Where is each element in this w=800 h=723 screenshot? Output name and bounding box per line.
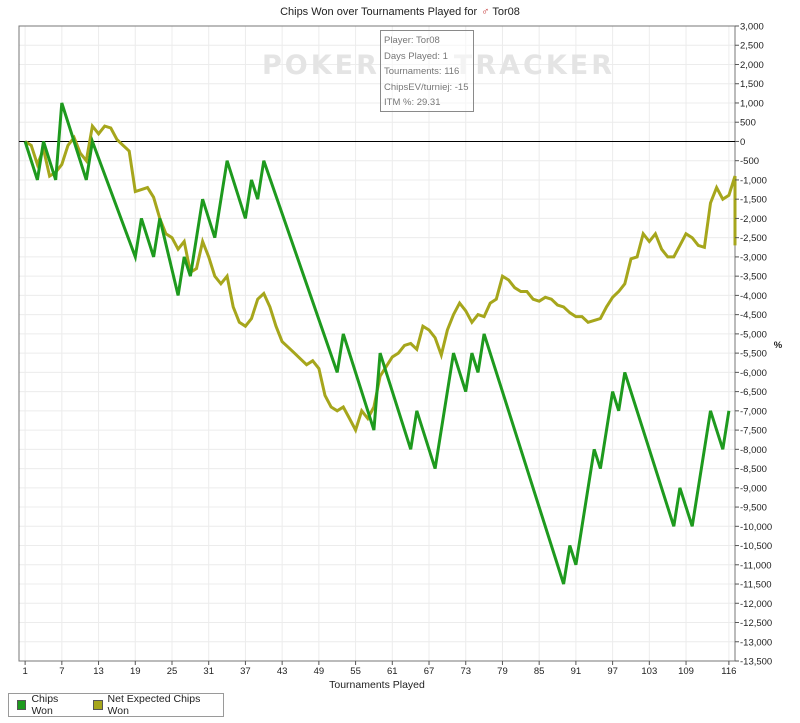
y-tick-label: -2,500 — [740, 233, 767, 244]
x-tick-label: 55 — [350, 666, 361, 677]
x-tick-label: 73 — [460, 666, 471, 677]
y-tick-label: 1,000 — [740, 98, 764, 109]
y-tick-label: -6,000 — [740, 368, 767, 379]
legend-swatch-chips-won — [17, 700, 27, 710]
x-tick-label: 109 — [678, 666, 694, 677]
y-tick-label: -12,500 — [740, 618, 772, 629]
y-tick-label: -7,000 — [740, 406, 767, 417]
x-tick-label: 31 — [203, 666, 214, 677]
info-tournaments: Tournaments: 116 — [384, 66, 460, 77]
x-tick-label: 1 — [22, 666, 27, 677]
y-tick-label: 1,500 — [740, 79, 764, 90]
y-axis-right: 3,000 2,500 2,000 1,500 1,000 500 0 -500 -1,000 -… — [735, 22, 772, 668]
plot-frame — [18, 25, 736, 662]
x-axis: 1 7 13 19 25 31 37 43 49 55 61 67 73 79 85 91 97 103 109 11… — [22, 661, 736, 677]
x-tick-label: 13 — [93, 666, 104, 677]
grid-lines — [19, 25, 735, 662]
y-tick-label: -10,500 — [740, 541, 772, 552]
y-tick-label: -500 — [740, 156, 759, 167]
right-unit-label: % — [774, 340, 783, 351]
y-tick-label: -13,000 — [740, 637, 772, 648]
y-tick-label: -11,000 — [740, 560, 772, 571]
x-tick-label: 49 — [314, 666, 325, 677]
legend-label-chips-won: Chips Won — [31, 693, 59, 717]
x-tick-label: 25 — [167, 666, 178, 677]
y-tick-label: -11,500 — [740, 580, 772, 591]
x-tick-label: 67 — [424, 666, 435, 677]
y-tick-label: 0 — [740, 137, 745, 148]
x-tick-label: 37 — [240, 666, 251, 677]
pokertracker-watermark: POKER TRACKER — [262, 50, 615, 81]
x-tick-label: 79 — [497, 666, 508, 677]
y-tick-label: -4,000 — [740, 291, 767, 302]
y-tick-label: -8,500 — [740, 464, 767, 475]
chart-legend: Chips Won Net Expected Chips Won — [8, 693, 224, 717]
y-tick-label: -4,500 — [740, 310, 767, 321]
legend-label-net-expected: Net Expected Chips Won — [107, 693, 201, 717]
y-tick-label: 3,000 — [740, 22, 764, 33]
x-tick-label: 19 — [130, 666, 141, 677]
chart-title: Chips Won over Tournaments Played for ♂ To… — [280, 6, 520, 18]
y-tick-label: -1,000 — [740, 175, 767, 186]
y-tick-label: -12,000 — [740, 599, 772, 610]
info-player: Player: Tor08 — [384, 35, 440, 46]
y-tick-label: -1,500 — [740, 195, 767, 206]
x-tick-label: 61 — [387, 666, 398, 677]
y-tick-label: -3,000 — [740, 252, 767, 263]
legend-swatch-net-expected — [93, 700, 103, 710]
series-layer — [23, 102, 737, 585]
x-tick-label: 91 — [571, 666, 582, 677]
y-tick-label: -7,500 — [740, 426, 767, 437]
player-info-box: Player: Tor08 Days Played: 1 Tournaments… — [380, 30, 474, 112]
y-tick-label: -9,500 — [740, 503, 767, 514]
y-tick-label: -8,000 — [740, 445, 767, 456]
info-days: Days Played: 1 — [384, 50, 448, 62]
x-tick-label: 7 — [59, 666, 64, 677]
legend-item-chips-won[interactable]: Chips Won — [17, 693, 79, 717]
series-line-chips-won — [23, 102, 731, 585]
y-tick-label: -13,500 — [740, 657, 772, 668]
y-tick-label: -9,000 — [740, 483, 767, 494]
y-tick-label: -5,000 — [740, 329, 767, 340]
y-tick-label: -10,000 — [740, 522, 772, 533]
y-tick-label: 2,000 — [740, 60, 764, 71]
legend-item-net-expected[interactable]: Net Expected Chips Won — [93, 693, 217, 717]
y-tick-label: -2,000 — [740, 214, 767, 225]
series-line-net-expected — [24, 122, 737, 434]
x-tick-label: 43 — [277, 666, 288, 677]
info-chipsev: ChipsEV/turniej: -15 — [384, 81, 469, 93]
x-tick-label: 103 — [641, 666, 657, 677]
y-tick-label: 2,500 — [740, 41, 764, 52]
y-tick-label: -5,500 — [740, 349, 767, 360]
x-tick-label: 85 — [534, 666, 545, 677]
x-tick-label: 116 — [721, 666, 736, 677]
y-tick-label: 500 — [740, 118, 756, 129]
x-tick-label: 97 — [607, 666, 618, 677]
y-tick-label: -6,500 — [740, 387, 767, 398]
x-axis-label: Tournaments Played — [329, 679, 425, 691]
y-tick-label: -3,500 — [740, 272, 767, 283]
info-itm: ITM %: 29.31 — [384, 97, 441, 108]
